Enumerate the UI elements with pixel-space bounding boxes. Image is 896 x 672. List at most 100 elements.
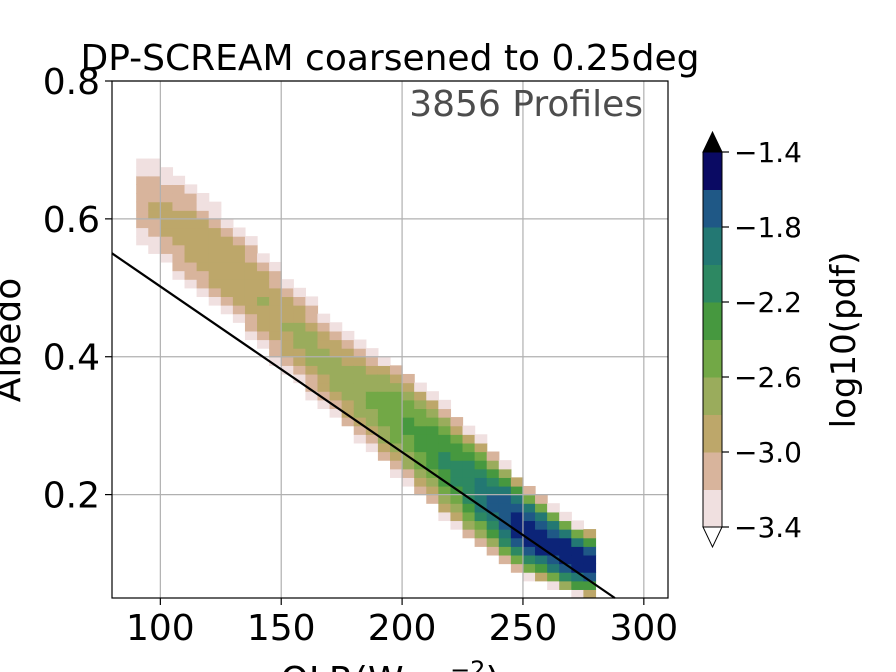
density-cell xyxy=(474,503,488,513)
density-cell xyxy=(438,442,452,453)
density-cell xyxy=(486,520,500,530)
density-cell xyxy=(184,236,198,246)
density-cell xyxy=(293,313,306,323)
density-cell xyxy=(402,399,415,410)
density-cell xyxy=(402,408,415,418)
density-cell xyxy=(522,520,536,530)
density-cell xyxy=(583,589,597,598)
density-cell xyxy=(341,399,355,410)
density-cell xyxy=(414,391,427,401)
density-cell xyxy=(281,305,294,315)
density-cell xyxy=(426,485,439,496)
density-cell xyxy=(462,425,476,435)
density-cell xyxy=(365,356,379,366)
density-cell xyxy=(498,468,512,478)
density-cell xyxy=(583,537,597,547)
density-cell xyxy=(208,279,222,289)
density-cell xyxy=(450,494,464,504)
density-cell xyxy=(353,339,367,349)
x-axis-label: OLR(W m−2) xyxy=(281,656,500,672)
density-cell xyxy=(450,460,464,470)
density-cell xyxy=(438,511,452,522)
density-cell xyxy=(172,218,186,229)
density-cell xyxy=(232,287,246,298)
density-cell xyxy=(571,589,584,598)
density-cell xyxy=(220,296,234,306)
density-cell xyxy=(438,451,452,461)
density-cell xyxy=(426,494,439,504)
density-cell xyxy=(196,253,210,263)
density-cell xyxy=(244,287,258,298)
density-cell xyxy=(377,356,391,366)
density-cell xyxy=(329,339,343,349)
density-cell xyxy=(317,365,331,375)
density-cell xyxy=(474,460,488,470)
density-cell xyxy=(257,253,270,263)
density-cell xyxy=(196,261,210,272)
density-cell xyxy=(498,537,512,547)
density-cell xyxy=(305,391,319,401)
density-cell xyxy=(426,417,439,427)
density-cell xyxy=(160,184,174,194)
density-cell xyxy=(377,365,391,375)
density-cell xyxy=(390,391,403,401)
density-cell xyxy=(486,511,500,522)
density-cell xyxy=(148,244,161,254)
density-cell xyxy=(269,261,282,272)
density-cell xyxy=(450,425,464,435)
density-cell xyxy=(438,417,452,427)
colorbar-tick-label: −3.4 xyxy=(734,511,802,544)
density-cell xyxy=(305,322,319,332)
density-cell xyxy=(317,382,331,392)
density-cell xyxy=(390,451,403,461)
density-cell xyxy=(244,296,258,306)
density-cell xyxy=(559,546,572,556)
density-cell xyxy=(474,494,488,504)
density-cell xyxy=(184,193,198,203)
density-cell xyxy=(583,529,597,539)
density-cell xyxy=(293,305,306,315)
density-cell xyxy=(438,425,452,435)
plot-frame xyxy=(111,80,669,599)
density-cell xyxy=(522,503,536,513)
density-cell xyxy=(257,270,270,280)
density-cell xyxy=(329,348,343,358)
density-cell xyxy=(438,468,452,478)
density-cell xyxy=(148,193,161,203)
density-cell xyxy=(571,537,584,547)
density-cell xyxy=(486,460,500,470)
colorbar-segment xyxy=(703,264,722,303)
density-cell xyxy=(329,382,343,392)
density-cell xyxy=(184,244,198,254)
density-cell xyxy=(232,305,246,315)
x-tick-label: 250 xyxy=(489,608,558,649)
density-cell xyxy=(329,373,343,384)
density-cell xyxy=(269,339,282,349)
density-cell xyxy=(305,296,319,306)
density-cell xyxy=(498,554,512,565)
density-cell xyxy=(148,167,161,177)
density-cell xyxy=(305,382,319,392)
density-cell xyxy=(535,529,548,539)
density-cell xyxy=(462,520,476,530)
density-cell xyxy=(269,356,282,366)
density-cell xyxy=(184,261,198,272)
density-cell xyxy=(172,193,186,203)
density-cell xyxy=(269,270,282,280)
density-cell xyxy=(257,322,270,332)
density-cell xyxy=(462,485,476,496)
density-cell xyxy=(220,244,234,254)
x-tick-label: 150 xyxy=(247,608,316,649)
density-cell xyxy=(486,537,500,547)
density-cell xyxy=(522,554,536,565)
density-cell xyxy=(486,485,500,496)
colorbar-segment xyxy=(703,414,722,453)
density-cell xyxy=(450,417,464,427)
density-cell xyxy=(522,572,536,582)
density-cell xyxy=(547,503,560,513)
density-cell xyxy=(196,236,210,246)
density-cell xyxy=(402,373,415,384)
density-cell xyxy=(571,529,584,539)
density-cell xyxy=(438,503,452,513)
